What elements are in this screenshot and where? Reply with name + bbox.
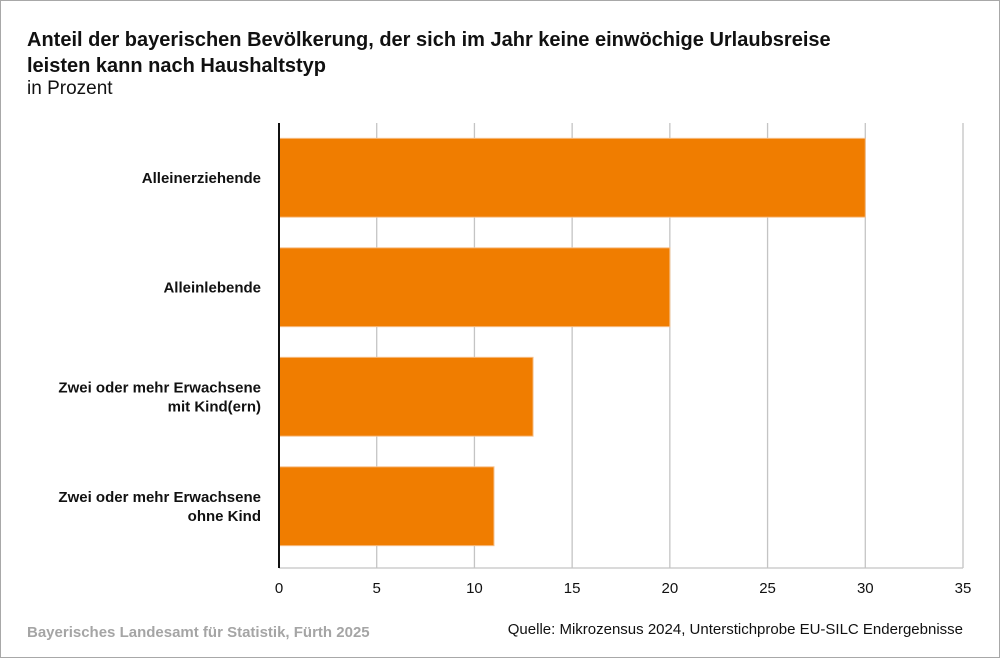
x-tick-label: 0 xyxy=(275,580,283,597)
category-label: ohne Kind xyxy=(188,508,261,525)
chart-title-line-2: leisten kann nach Haushaltstyp xyxy=(27,55,326,77)
category-label: mit Kind(ern) xyxy=(168,398,261,415)
bar xyxy=(278,247,671,328)
x-tick-label: 15 xyxy=(564,580,581,597)
bar xyxy=(278,137,866,218)
x-tick-label: 5 xyxy=(373,580,381,597)
chart-subtitle: in Prozent xyxy=(27,78,113,99)
x-tick-label: 35 xyxy=(955,580,972,597)
bar xyxy=(278,466,495,547)
x-tick-label: 25 xyxy=(759,580,776,597)
bar xyxy=(278,356,534,437)
chart-title: Anteil der bayerischen Bevölkerung, der … xyxy=(27,27,967,79)
chart-title-line-1: Anteil der bayerischen Bevölkerung, der … xyxy=(27,29,831,51)
x-tick-label: 10 xyxy=(466,580,483,597)
category-label: Zwei oder mehr Erwachsene xyxy=(58,379,261,396)
publisher-credit: Bayerisches Landesamt für Statistik, Für… xyxy=(27,624,370,641)
category-label: Alleinlebende xyxy=(163,279,261,296)
x-tick-label: 20 xyxy=(662,580,679,597)
x-tick-label: 30 xyxy=(857,580,874,597)
category-label: Alleinerziehende xyxy=(142,170,261,187)
category-label: Zwei oder mehr Erwachsene xyxy=(58,489,261,506)
source-note: Quelle: Mikrozensus 2024, Unterstichprob… xyxy=(507,621,963,638)
